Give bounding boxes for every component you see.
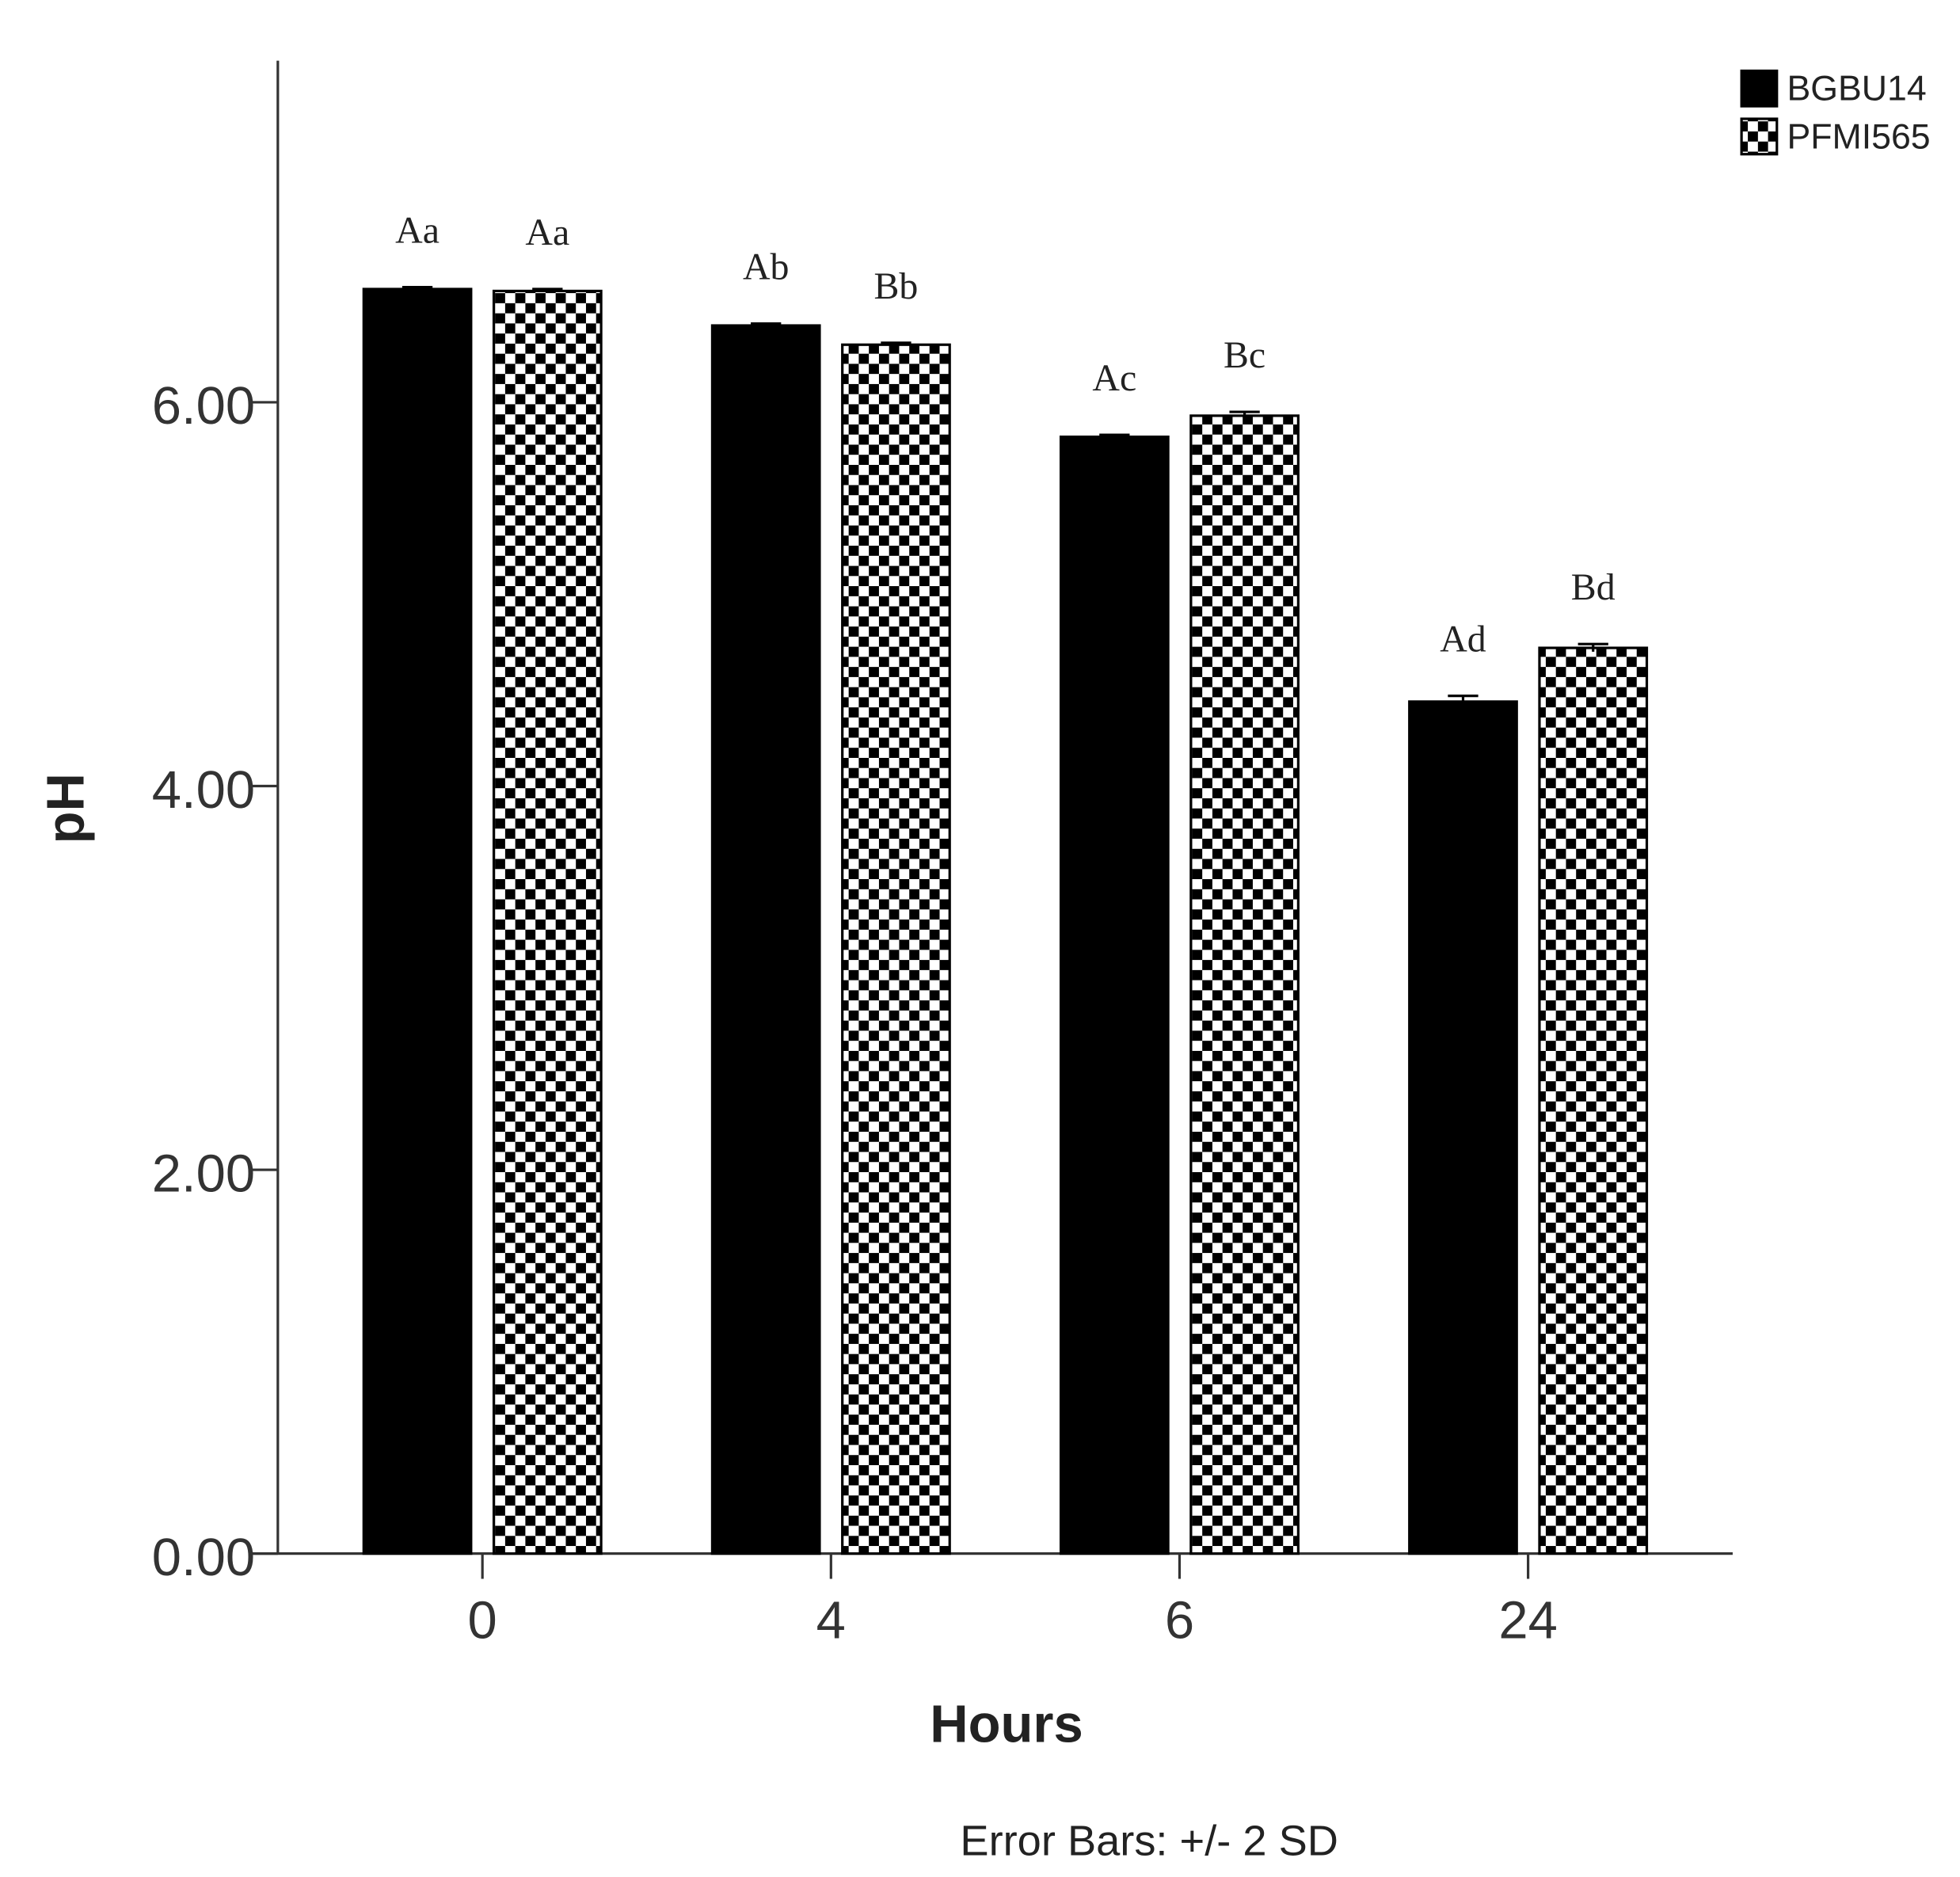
- bar: [841, 343, 951, 1555]
- bar: [362, 287, 473, 1555]
- significance-letter: Aa: [525, 211, 569, 253]
- legend-swatch: [1740, 69, 1779, 108]
- x-tick-label: 4: [816, 1591, 846, 1650]
- legend-label: BGBU14: [1787, 70, 1927, 109]
- error-bar: [1099, 433, 1130, 439]
- significance-letter: Aa: [395, 210, 440, 252]
- bar: [1408, 700, 1518, 1555]
- error-bar: [532, 287, 563, 293]
- footnote: Error Bars: +/- 2 SD: [960, 1818, 1338, 1865]
- error-bar: [751, 322, 782, 328]
- x-axis-title: Hours: [930, 1694, 1083, 1753]
- y-tick-label: 0.00: [152, 1528, 255, 1587]
- y-axis-title: pH: [36, 773, 95, 843]
- significance-letter: Bb: [874, 265, 919, 307]
- bar: [1059, 435, 1170, 1555]
- significance-letter: Bd: [1571, 566, 1616, 608]
- bar: [710, 324, 821, 1555]
- y-tick-label: 6.00: [152, 376, 255, 436]
- significance-letter: Ad: [1440, 619, 1486, 661]
- error-bar: [1578, 642, 1608, 652]
- x-tick-label: 24: [1498, 1591, 1558, 1650]
- significance-letter: Bc: [1224, 334, 1265, 376]
- bar: [1189, 414, 1300, 1555]
- significance-letter: Ac: [1092, 357, 1136, 399]
- significance-letter: Ab: [743, 246, 789, 288]
- y-tick-label: 2.00: [152, 1144, 255, 1203]
- error-bar: [881, 341, 911, 347]
- bar: [1538, 646, 1649, 1555]
- x-tick-label: 0: [468, 1591, 497, 1650]
- error-bar: [402, 285, 433, 291]
- legend-swatch: [1740, 117, 1779, 156]
- error-bar: [1229, 410, 1260, 420]
- y-tick-label: 4.00: [152, 760, 255, 820]
- bar: [492, 289, 603, 1555]
- legend-label: PFMI565: [1787, 117, 1931, 156]
- error-bar: [1448, 695, 1479, 708]
- x-tick-label: 6: [1165, 1591, 1194, 1650]
